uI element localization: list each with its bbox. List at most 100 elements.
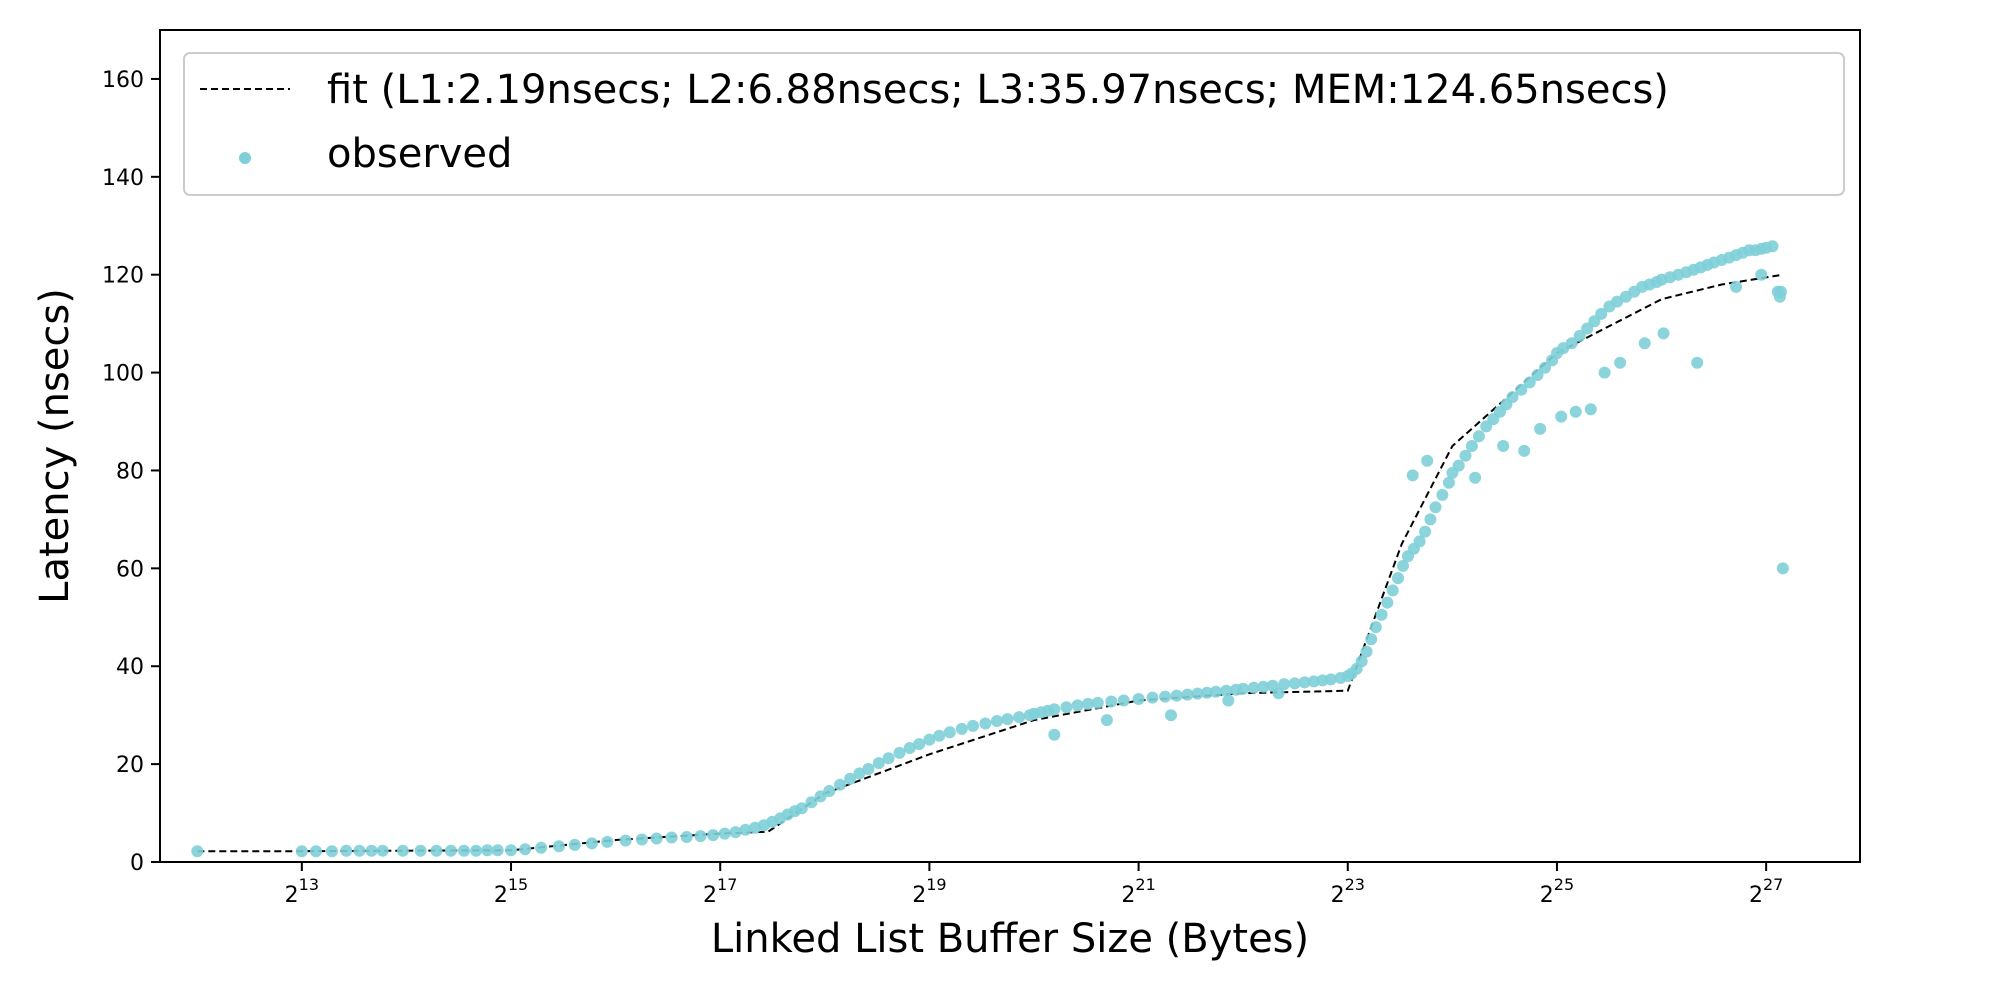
observed-point xyxy=(1598,366,1611,379)
y-tick-label: 120 xyxy=(102,264,144,289)
x-tick-label: 223 xyxy=(1331,875,1365,908)
legend-observed-label: observed xyxy=(327,131,512,177)
observed-point xyxy=(491,844,504,857)
observed-point xyxy=(665,831,678,844)
observed-point xyxy=(1278,678,1291,691)
observed-point xyxy=(1237,682,1250,695)
observed-point xyxy=(1091,696,1104,709)
observed-point xyxy=(1001,713,1014,726)
observed-point xyxy=(1307,675,1320,688)
observed-point xyxy=(353,844,366,857)
observed-point xyxy=(923,733,936,746)
observed-point xyxy=(823,785,836,797)
observed-point xyxy=(1691,356,1704,369)
observed-point xyxy=(853,767,866,780)
observed-point xyxy=(295,845,308,858)
observed-point xyxy=(1436,488,1449,501)
observed-point xyxy=(481,844,494,857)
fit-line-layer xyxy=(197,273,1784,853)
observed-point xyxy=(1755,268,1768,281)
observed-point xyxy=(1424,513,1437,526)
observed-point xyxy=(1469,471,1482,484)
fit-line xyxy=(197,273,1784,853)
observed-point xyxy=(414,844,427,857)
observed-point xyxy=(1595,307,1608,320)
observed-point xyxy=(1573,329,1586,342)
observed-point xyxy=(1531,369,1544,381)
observed-point xyxy=(470,844,483,857)
observed-point xyxy=(1523,376,1536,389)
observed-point xyxy=(1397,559,1409,572)
observed-point xyxy=(955,722,968,735)
observed-point xyxy=(1132,693,1145,705)
observed-point xyxy=(310,845,322,858)
observed-point xyxy=(1565,337,1578,350)
y-axis-title: Latency (nsecs) xyxy=(32,288,78,604)
observed-point xyxy=(1638,337,1651,350)
observed-point xyxy=(967,719,979,732)
y-tick-label: 160 xyxy=(102,68,144,93)
y-axis-ticks: 0 20 40 60 80 100 120 140 160 xyxy=(102,68,160,876)
x-tick-label: 221 xyxy=(1121,875,1155,908)
observed-point xyxy=(805,796,818,809)
observed-point xyxy=(1165,709,1177,722)
observed-point xyxy=(568,838,581,851)
observed-point xyxy=(1555,410,1568,423)
observed-point xyxy=(1421,454,1434,467)
observed-points-layer xyxy=(191,240,1789,858)
observed-point xyxy=(1465,440,1478,452)
y-tick-label: 20 xyxy=(116,753,144,778)
x-tick-label: 217 xyxy=(703,875,737,908)
observed-point xyxy=(1071,699,1084,712)
observed-point xyxy=(1105,695,1118,708)
observed-point xyxy=(1369,621,1382,634)
observed-point xyxy=(729,826,742,839)
observed-point xyxy=(1375,608,1388,621)
observed-point xyxy=(1201,686,1213,699)
observed-point xyxy=(1584,403,1597,416)
observed-point xyxy=(505,844,517,857)
x-tick-label: 219 xyxy=(912,875,946,908)
observed-point xyxy=(1272,687,1285,700)
x-tick-label: 227 xyxy=(1749,875,1783,908)
observed-point xyxy=(1146,691,1159,704)
observed-point xyxy=(340,844,353,857)
legend-observed-swatch xyxy=(239,152,251,164)
observed-point xyxy=(1611,295,1624,308)
observed-point xyxy=(844,772,857,785)
observed-point xyxy=(1257,680,1270,693)
observed-point xyxy=(1288,677,1301,690)
observed-point xyxy=(325,845,338,858)
observed-point xyxy=(1298,676,1311,689)
observed-point xyxy=(458,844,470,857)
observed-point xyxy=(1515,383,1528,396)
observed-point xyxy=(814,790,827,803)
observed-point xyxy=(191,845,204,858)
observed-point xyxy=(1776,562,1789,575)
observed-point xyxy=(1100,714,1113,727)
observed-point xyxy=(396,844,409,857)
observed-point xyxy=(795,802,808,815)
observed-point xyxy=(519,843,532,856)
observed-point xyxy=(1569,405,1582,418)
observed-point xyxy=(943,726,956,739)
observed-point xyxy=(862,763,875,775)
observed-point xyxy=(739,823,752,836)
observed-point xyxy=(1117,694,1130,707)
observed-point xyxy=(650,832,663,845)
x-axis-title: Linked List Buffer Size (Bytes) xyxy=(711,916,1309,962)
plot-frame xyxy=(159,29,1861,863)
observed-point xyxy=(1406,469,1419,482)
observed-point xyxy=(882,752,895,765)
x-tick-label: 213 xyxy=(285,875,319,908)
observed-point xyxy=(1082,697,1094,710)
observed-point xyxy=(694,830,707,843)
observed-point xyxy=(680,831,693,843)
y-tick-label: 100 xyxy=(102,362,144,387)
legend-box xyxy=(183,52,1845,196)
y-tick-label: 80 xyxy=(116,459,144,484)
observed-point xyxy=(1220,684,1233,697)
observed-point xyxy=(1209,685,1222,698)
observed-point xyxy=(444,844,457,857)
